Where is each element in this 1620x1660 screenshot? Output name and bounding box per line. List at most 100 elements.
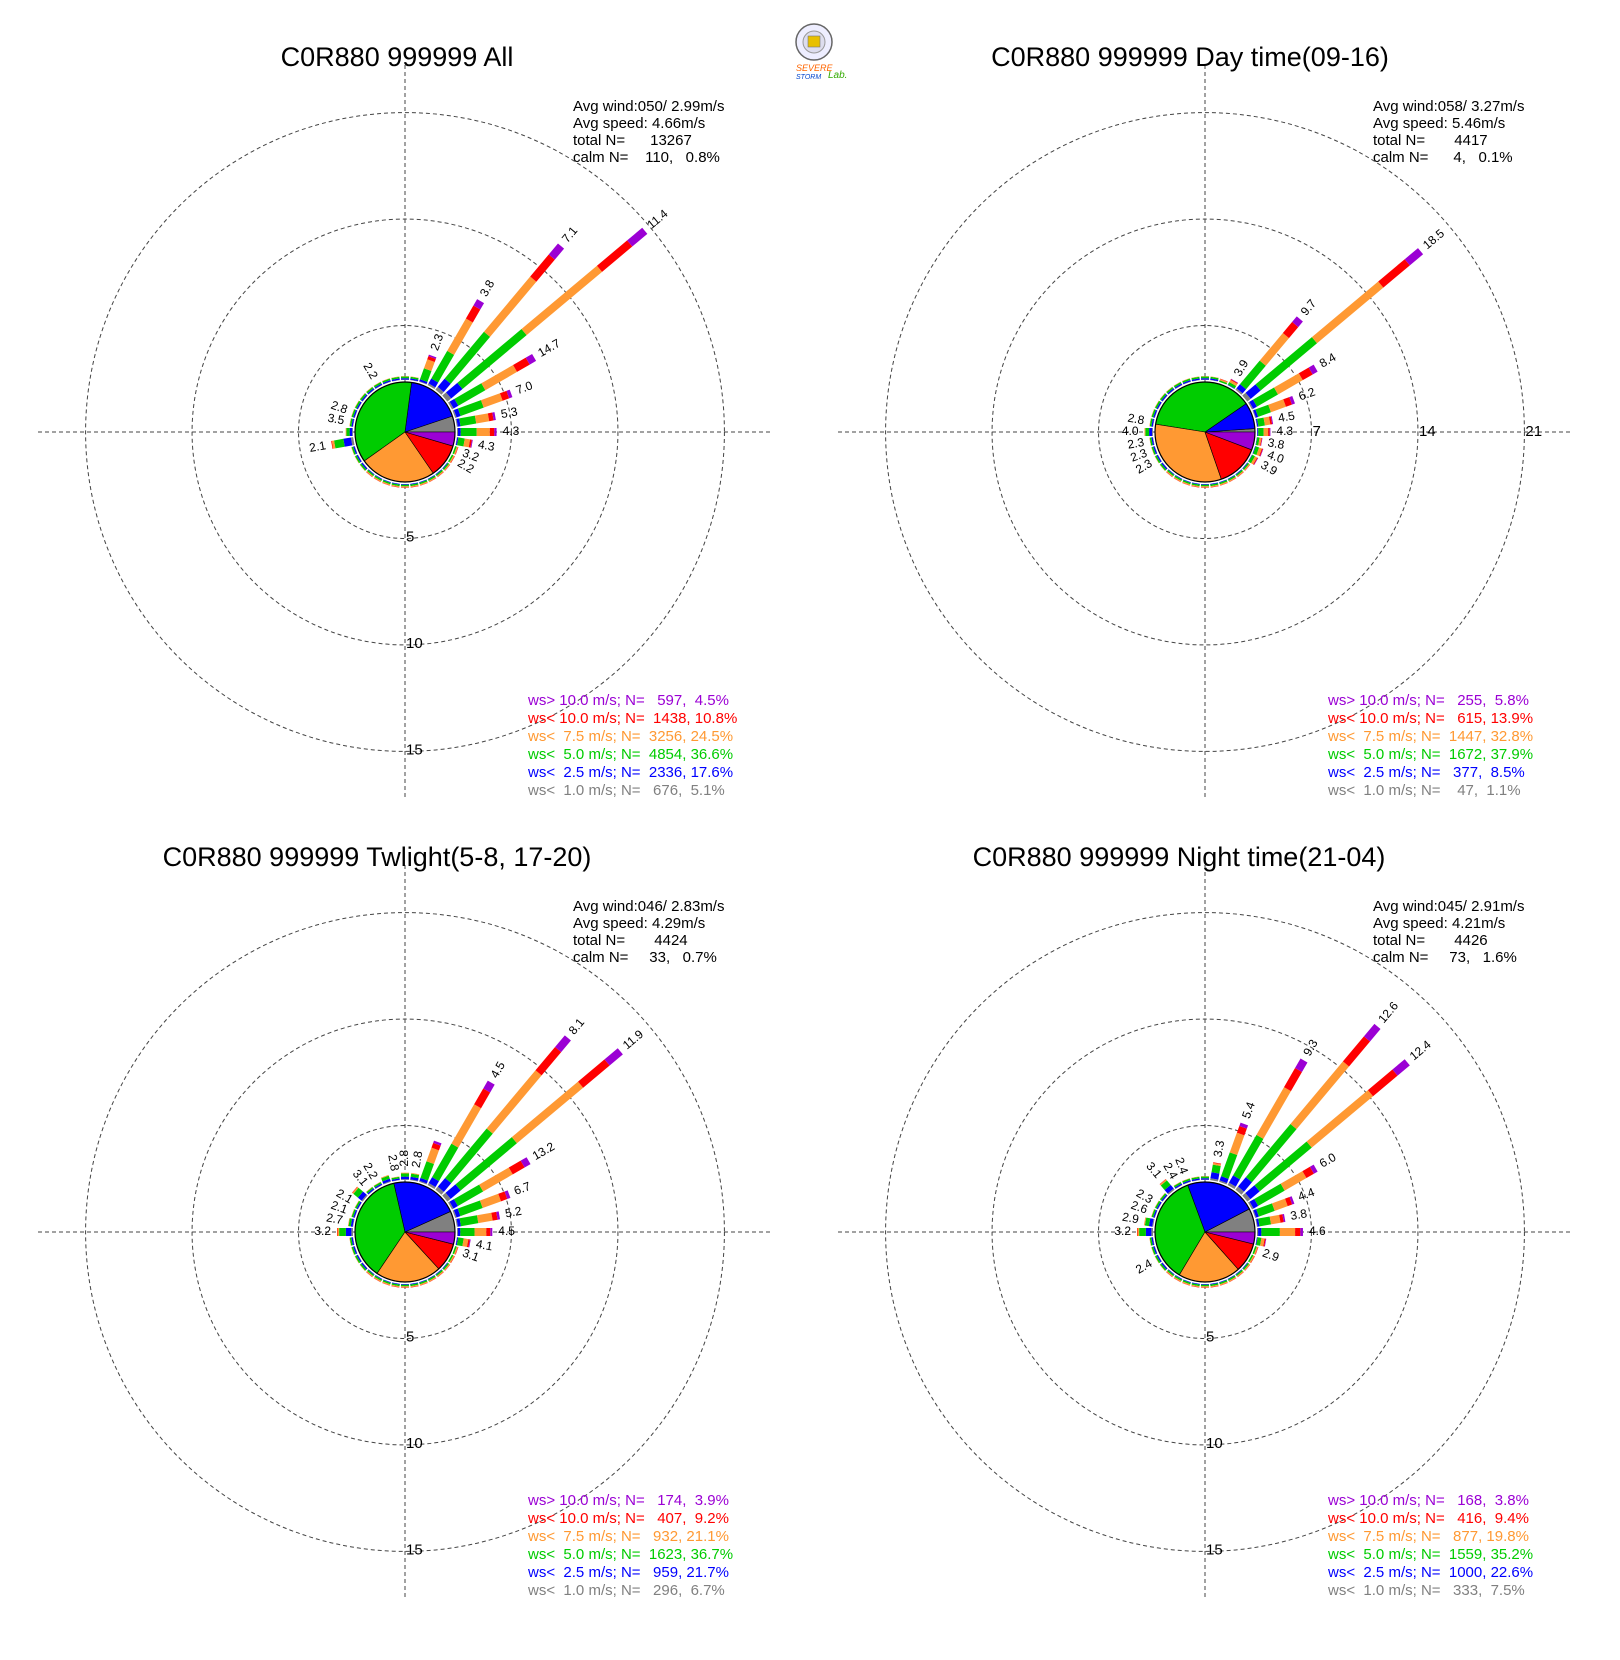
ring-15: [85, 112, 725, 752]
petal-segment-lt25: [357, 1191, 367, 1201]
petal-label-90: 4.5: [498, 1224, 515, 1238]
petal-segment-lt50: [444, 331, 491, 384]
petal-label-110: 3.1: [461, 1246, 482, 1265]
petal-220: [1166, 1269, 1175, 1278]
petal-segment-lt75: [1256, 447, 1262, 456]
petal-segment-gt10: [1289, 395, 1295, 405]
petal-segment-lt25: [1161, 462, 1168, 470]
petal-segment-gt10: [506, 389, 513, 399]
petal-segment-gt10: [1295, 1058, 1308, 1073]
petal-200: [382, 1279, 391, 1286]
petal-segment-lt50: [432, 1143, 459, 1182]
petal-160: [1219, 479, 1228, 486]
petal-segment-lt25: [361, 1262, 368, 1270]
legend-entry-lt50: ws< 5.0 m/s; N= 1623, 36.7%: [527, 1546, 733, 1563]
petal-segment-lt75: [1244, 463, 1251, 471]
petal-segment-lt50: [1254, 1141, 1312, 1192]
petal-label-270: 3.2: [314, 1224, 331, 1238]
legend-entry-lt50: ws< 5.0 m/s; N= 4854, 36.6%: [527, 746, 733, 763]
stats-line: Avg speed: 4.21m/s: [1373, 915, 1505, 932]
petal-segment-lt75: [481, 364, 518, 391]
petal-segment-lt25: [449, 398, 459, 409]
speed-pie: [1154, 381, 1256, 483]
petal-segment-lt25: [1245, 384, 1261, 399]
petal-segment-gt10: [504, 1190, 511, 1200]
petal-label-40: 9.7: [1298, 296, 1320, 318]
petal-segment-lt10c: [1235, 388, 1243, 395]
petal-segment-lt75: [474, 413, 490, 424]
petal-segment-lt75: [1249, 1255, 1255, 1263]
petal-50: [442, 227, 648, 402]
petal-segment-lt10: [1378, 259, 1410, 288]
petal-segment-gt10: [520, 1157, 531, 1168]
petal-260: [1149, 1237, 1155, 1246]
petal-segment-lt25: [1249, 1198, 1259, 1209]
petal-300: [354, 400, 362, 410]
petal-40: [1235, 1023, 1381, 1195]
petal-segment-gt10: [1289, 1196, 1295, 1205]
ring-10: [991, 1018, 1419, 1446]
petal-segment-gt10: [428, 354, 437, 359]
ring-label: 14: [1419, 423, 1436, 440]
petal-segment-lt50: [1154, 1200, 1161, 1209]
petal-segment-lt10: [1279, 1214, 1284, 1223]
petal-segment-lt75: [1311, 281, 1384, 344]
petal-140: [435, 1269, 444, 1278]
petal-segment-lt50: [435, 469, 443, 477]
petal-label-20: 2.3: [427, 332, 446, 353]
petal-segment-lt50: [374, 475, 383, 482]
petal-segment-lt50: [1182, 1178, 1191, 1183]
petal-segment-lt75: [1166, 471, 1174, 478]
petal-160: [419, 479, 428, 486]
petal-segment-lt25: [1237, 1177, 1252, 1192]
stats-line: Avg speed: 5.46m/s: [1373, 115, 1505, 132]
petal-segment-gt10: [627, 227, 648, 247]
petal-segment-lt50: [351, 446, 356, 455]
petal-10: [1210, 1162, 1222, 1182]
petal-segment-lt25: [1228, 1175, 1240, 1187]
petal-segment-lt75: [447, 318, 473, 355]
petal-290: [351, 1209, 358, 1218]
petal-segment-lt25: [1156, 454, 1162, 463]
petal-segment-lt25: [361, 394, 368, 402]
petal-segment-lt50: [1239, 360, 1266, 390]
petal-segment-lt10: [535, 1046, 562, 1076]
stats-line: calm N= 4, 0.1%: [1373, 149, 1513, 166]
petal-segment-lt75: [444, 1263, 451, 1271]
ring-10: [191, 1018, 619, 1446]
petal-260: [349, 1237, 355, 1246]
petal-segment-lt50: [1258, 1216, 1272, 1227]
petal-segment-gt10: [525, 354, 537, 365]
petal-segment-lt25: [1210, 1172, 1220, 1180]
ring-10: [191, 218, 619, 646]
stats-line: Avg speed: 4.29m/s: [573, 915, 705, 932]
petal-230: [359, 1262, 368, 1271]
petal-segment-lt75: [1166, 1271, 1174, 1278]
petal-30: [1227, 1058, 1308, 1189]
petal-segment-lt10: [487, 412, 494, 422]
speed-pie: [354, 1181, 456, 1283]
petal-segment-lt10c: [448, 401, 454, 410]
petal-label-280: 3.5: [327, 411, 346, 428]
petal-label-10: 3.3: [1211, 1139, 1228, 1158]
petal-segment-lt50: [1252, 387, 1279, 407]
petal-segment-lt50: [452, 1246, 457, 1255]
stats-line: Avg wind:050/ 2.99m/s: [573, 98, 724, 115]
petal-segment-lt50: [1211, 1164, 1221, 1174]
stats-line: total N= 4424: [573, 932, 688, 949]
petal-320: [1159, 1178, 1175, 1195]
petal-segment-lt50: [1154, 1255, 1161, 1264]
petal-segment-lt25: [437, 378, 451, 392]
chart-title: C0R880 999999 Twlight(5-8, 17-20): [163, 842, 592, 872]
petal-segment-lt75: [483, 276, 537, 337]
petal-230: [1159, 1262, 1168, 1271]
petal-segment-lt50: [419, 368, 432, 382]
ring-label: 5: [406, 528, 414, 545]
petal-label-330: 2.2: [360, 360, 381, 382]
legend-entry-lt75: ws< 7.5 m/s; N= 877, 19.8%: [1327, 1528, 1529, 1545]
chart-title: C0R880 999999 Night time(21-04): [973, 842, 1386, 872]
petal-170: [1210, 482, 1219, 488]
petal-segment-lt50: [453, 1184, 484, 1207]
petal-300: [354, 1200, 362, 1210]
petal-segment-lt10: [498, 1191, 508, 1202]
